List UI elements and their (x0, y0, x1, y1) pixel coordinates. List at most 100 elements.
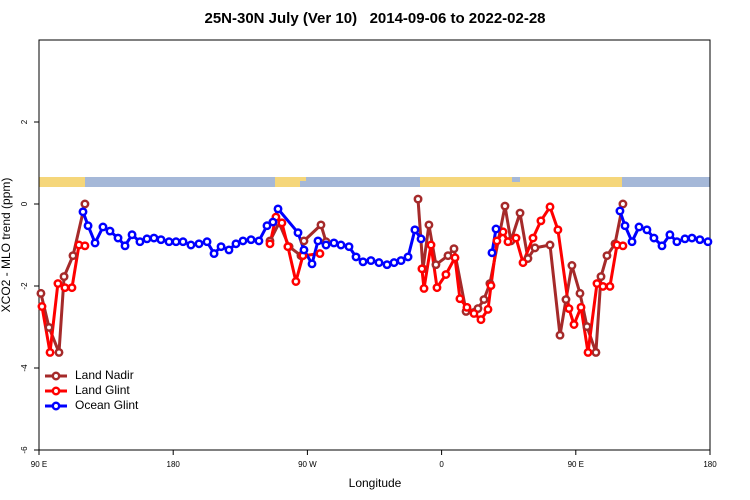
data-point (135, 237, 145, 247)
data-point (627, 237, 637, 247)
data-point (293, 228, 303, 238)
y-axis-label: XCO2 - MLO trend (ppm) (0, 178, 13, 313)
data-point (424, 220, 434, 230)
data-point (441, 270, 451, 279)
data-point (503, 237, 513, 247)
data-point (105, 226, 115, 236)
x-tick-label: 90 E (31, 460, 47, 469)
data-point (178, 237, 188, 247)
data-point (634, 222, 644, 232)
x-tick-label: 180 (703, 460, 717, 469)
data-point (615, 206, 625, 216)
data-point (419, 284, 429, 293)
data-point (403, 252, 413, 262)
y-tick-label: -4 (20, 364, 29, 372)
data-point (598, 281, 608, 291)
data-point (36, 288, 46, 298)
data-point (417, 264, 427, 274)
data-point (410, 225, 420, 235)
data-point (476, 315, 486, 325)
y-tick-label: -2 (20, 282, 29, 290)
data-point (555, 330, 565, 340)
data-point (536, 216, 546, 226)
data-point (530, 243, 540, 253)
data-point (164, 237, 174, 247)
x-tick-label: 90 W (298, 460, 317, 469)
data-point (344, 242, 354, 252)
legend-marker (51, 386, 61, 396)
data-point (209, 249, 219, 259)
data-point (283, 242, 293, 252)
data-point (113, 233, 123, 243)
legend-label: Land Nadir (75, 368, 134, 382)
data-point (80, 241, 90, 251)
data-point (307, 259, 317, 269)
data-point (564, 304, 574, 313)
data-point (224, 245, 234, 255)
data-point (316, 220, 326, 230)
data-point (528, 233, 538, 243)
series-line (39, 198, 625, 354)
data-point (60, 283, 70, 293)
data-point (491, 224, 501, 234)
data-point (149, 233, 159, 243)
data-point (231, 239, 241, 249)
data-point (98, 222, 108, 232)
data-point (171, 237, 181, 247)
data-point (431, 260, 441, 270)
data-point (351, 252, 361, 262)
y-tick-label: 0 (20, 201, 29, 206)
data-point (695, 235, 705, 245)
data-point (67, 283, 77, 293)
data-point (642, 225, 652, 235)
data-point (518, 258, 528, 268)
data-point (649, 233, 659, 243)
y-tick-label: 2 (20, 119, 29, 124)
data-point (553, 225, 563, 235)
data-point (238, 236, 248, 246)
data-point (321, 240, 331, 250)
x-axis-label: Longitude (349, 476, 402, 490)
x-tick-label: 90 E (568, 460, 584, 469)
data-point (450, 253, 460, 263)
data-point (665, 230, 675, 240)
data-point (582, 322, 592, 332)
data-point (59, 272, 69, 282)
x-tick-label: 0 (439, 460, 444, 469)
data-point (262, 221, 272, 231)
data-point (120, 241, 130, 251)
data-point (186, 240, 196, 250)
data-point (54, 347, 64, 357)
data-point (487, 248, 497, 258)
data-point (486, 281, 496, 291)
data-point (515, 208, 525, 218)
data-point (416, 234, 426, 244)
data-point (254, 236, 264, 246)
data-point (313, 236, 323, 246)
data-point (426, 240, 436, 250)
data-point (329, 238, 339, 248)
legend-marker (51, 371, 61, 381)
data-point (277, 218, 287, 228)
data-point (462, 302, 472, 312)
data-point (620, 221, 630, 231)
data-point (455, 294, 465, 304)
data-point (246, 235, 256, 245)
data-point (618, 199, 628, 209)
data-point (498, 227, 508, 237)
data-point (291, 277, 301, 286)
data-point (561, 295, 571, 304)
data-point (142, 234, 152, 244)
data-point (483, 304, 493, 314)
data-point (479, 295, 489, 304)
data-point (618, 241, 628, 251)
data-point (127, 230, 137, 240)
data-point (591, 347, 601, 357)
series-line (40, 205, 624, 354)
data-point (216, 242, 226, 252)
data-point (358, 257, 368, 267)
data-point (413, 194, 423, 204)
data-point (374, 258, 384, 268)
data-point (194, 239, 204, 249)
